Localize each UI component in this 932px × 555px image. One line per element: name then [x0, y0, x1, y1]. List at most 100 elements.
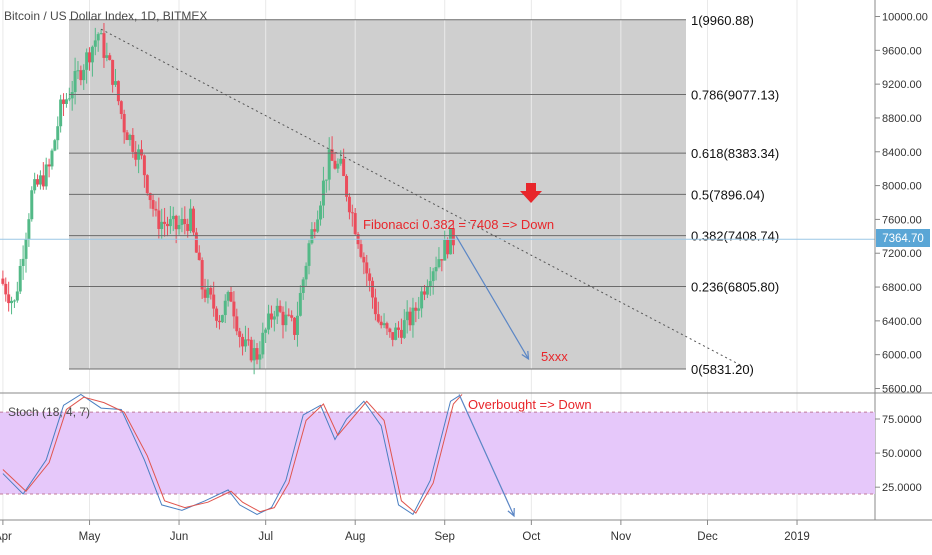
candle-body — [154, 208, 158, 211]
candle-body — [189, 208, 193, 231]
stochastic-pane[interactable] — [0, 393, 875, 518]
candle-body — [177, 224, 181, 230]
candle-body — [15, 291, 19, 301]
candle-body — [183, 218, 187, 225]
candle-body — [249, 339, 253, 361]
candle-body — [206, 287, 210, 298]
candle-body — [229, 291, 233, 302]
candle-body — [194, 232, 198, 253]
candle-body — [434, 267, 438, 272]
time-tick-label: Aug — [345, 531, 365, 543]
price-axis[interactable]: 10000.00 9600.00 9200.00 8800.00 8400.00 8000… — [875, 12, 928, 396]
candle-body — [116, 81, 120, 102]
fib-level-label: 0.786(9077.13) — [691, 88, 779, 103]
fibonacci-levels: 1(9960.88) 0.786(9077.13) 0.618(8383.34) 0.… — [69, 13, 779, 377]
candle-body — [119, 101, 123, 114]
candle-body — [316, 219, 320, 232]
candle-body — [70, 92, 74, 99]
candle-body — [272, 316, 276, 320]
candle-body — [310, 229, 314, 244]
stoch-d-line — [2, 394, 463, 514]
price-tick-label: 10000.00 — [882, 12, 928, 24]
candle-body — [330, 149, 334, 161]
candle-body — [180, 218, 184, 225]
candle-body — [59, 99, 63, 127]
candle-body — [64, 99, 68, 104]
candle-body — [76, 70, 80, 72]
candle-body — [365, 262, 369, 274]
candle-body — [30, 190, 34, 220]
price-tick-label: 6000.00 — [882, 350, 922, 362]
stoch-note[interactable]: Overbought => Down — [468, 397, 592, 412]
candle-body — [281, 311, 285, 326]
candle-body — [1, 278, 5, 284]
candle-body — [408, 311, 412, 326]
price-tick-label: 8000.00 — [882, 181, 922, 193]
candle-body — [342, 158, 346, 176]
trendline-dotted[interactable] — [100, 28, 749, 370]
candle-body — [217, 320, 221, 323]
candle-body — [38, 175, 42, 185]
candle-body — [134, 151, 138, 160]
candle-body — [425, 286, 429, 295]
candle-body — [373, 297, 377, 315]
candle-body — [371, 280, 375, 298]
candle-body — [417, 308, 421, 311]
candle-body — [62, 99, 66, 104]
candle-body — [333, 160, 337, 169]
down-arrow-icon[interactable] — [520, 183, 542, 203]
price-tick-label: 6400.00 — [882, 316, 922, 328]
time-tick-label: Jun — [170, 531, 189, 543]
candle-body — [105, 55, 109, 58]
candle-body — [85, 52, 89, 70]
candle-body — [267, 313, 271, 330]
projection-arrow[interactable] — [455, 236, 529, 360]
candle-body — [359, 244, 363, 257]
candle-body — [304, 265, 308, 280]
time-tick-label: Nov — [611, 531, 632, 543]
candle-body — [327, 149, 331, 180]
stoch-axis: 75.0000 50.0000 25.0000 — [875, 414, 922, 494]
candle-body — [24, 239, 28, 259]
candle-body — [191, 208, 195, 233]
candle-body — [21, 258, 25, 266]
candle-body — [171, 215, 175, 220]
candle-body — [197, 252, 201, 261]
candle-body — [226, 291, 230, 301]
price-tick-label: 5600.00 — [882, 384, 922, 396]
candle-body — [200, 260, 204, 290]
time-tick-label: Oct — [522, 531, 541, 543]
candle-body — [420, 291, 424, 309]
candle-body — [27, 219, 31, 240]
fib-level-label: 0.236(6805.80) — [691, 280, 779, 295]
target-note[interactable]: 5xxx — [541, 349, 568, 364]
candle-body — [108, 55, 112, 60]
candle-body — [264, 329, 268, 333]
candle-body — [336, 163, 340, 169]
fib-level-label: 0.382(7408.74) — [691, 229, 779, 244]
fibonacci-note[interactable]: Fibonacci 0.382 = 7408 => Down — [363, 217, 554, 232]
stoch-tick-label: 75.0000 — [882, 414, 922, 426]
candle-body — [448, 228, 452, 255]
candle-body — [151, 200, 155, 209]
candle-body — [67, 98, 71, 100]
stoch-projection-arrow[interactable] — [458, 394, 515, 517]
candle-body — [88, 52, 92, 63]
candle-body — [431, 271, 435, 282]
stoch-tick-label: 25.0000 — [882, 482, 922, 494]
candle-body — [212, 294, 216, 309]
candle-body — [174, 215, 178, 230]
candle-body — [440, 259, 444, 261]
candle-body — [215, 308, 219, 321]
candle-body — [394, 327, 398, 340]
candle-body — [246, 339, 250, 341]
candle-body — [18, 265, 22, 292]
time-axis[interactable]: Apr May Jun Jul Aug Sep Oct Nov Dec 2019 — [0, 520, 810, 543]
candle-body — [295, 315, 299, 335]
candle-body — [278, 305, 282, 312]
candle-body — [405, 311, 409, 321]
candle-body — [345, 175, 349, 197]
candle-body — [160, 221, 164, 229]
candle-body — [148, 193, 152, 201]
